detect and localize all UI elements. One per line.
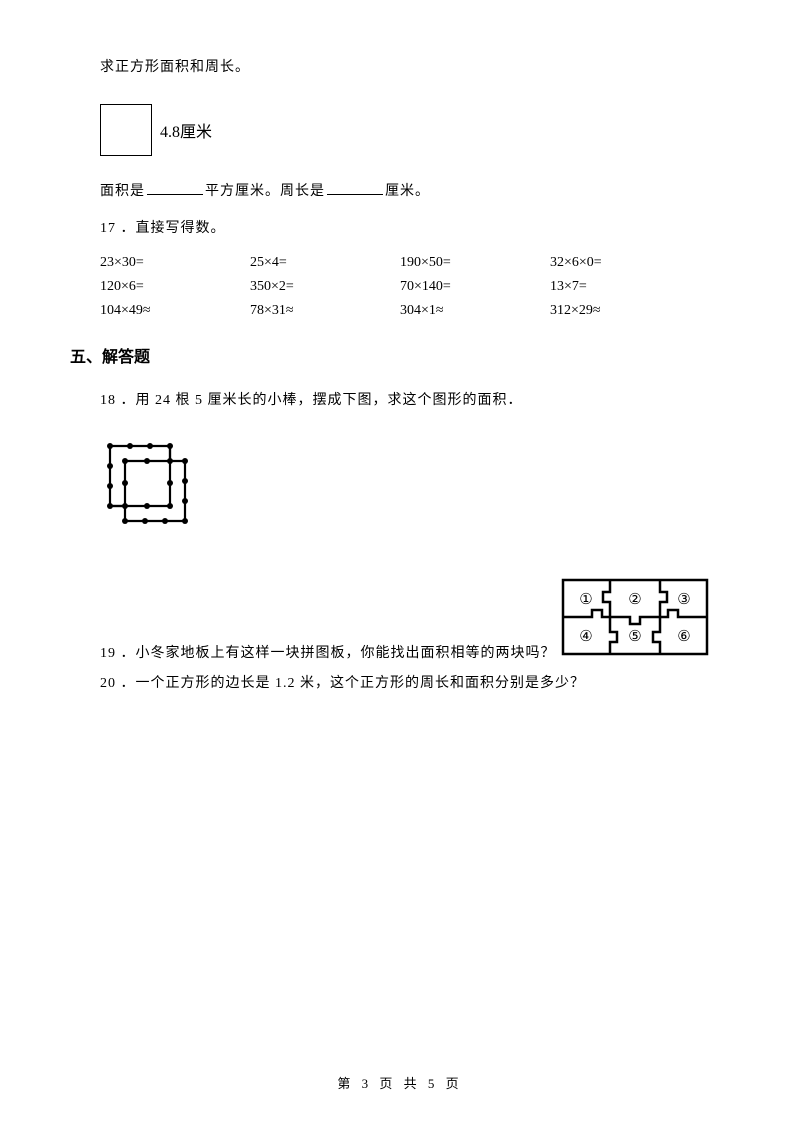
calc-cell: 312×29≈ (550, 303, 700, 319)
calc-cell: 104×49≈ (100, 303, 250, 319)
calc-cell: 190×50= (400, 255, 550, 271)
perim-suffix: 厘米。 (385, 184, 430, 199)
puzzle-label-5: ⑤ (628, 629, 641, 645)
q16-prompt: 求正方形面积和周长。 (100, 50, 730, 86)
puzzle-label-3: ③ (677, 592, 690, 608)
calc-cell: 23×30= (100, 255, 250, 271)
q19-num: 19 (100, 646, 116, 661)
square-shape (100, 104, 152, 156)
blank-area[interactable] (147, 180, 203, 195)
calc-row-1: 23×30= 25×4= 190×50= 32×6×0= (100, 255, 730, 271)
q18-text: ．用 24 根 5 厘米长的小棒，摆成下图，求这个图形的面积． (121, 393, 523, 408)
calc-cell: 304×1≈ (400, 303, 550, 319)
q19-row: 19 ．小冬家地板上有这样一块拼图板，你能找出面积相等的两块吗？ ① (100, 577, 730, 662)
square-side-label: 4.8厘米 (160, 118, 212, 142)
q20-heading: 20 ．一个正方形的边长是 1.2 米，这个正方形的周长和面积分别是多少？ (100, 666, 730, 702)
q16-figure: 4.8厘米 (100, 104, 730, 156)
calc-row-2: 120×6= 350×2= 70×140= 13×7= (100, 279, 730, 295)
area-suffix: 平方厘米。周长是 (205, 184, 325, 199)
puzzle-label-6: ⑥ (677, 629, 690, 645)
puzzle-label-4: ④ (579, 629, 592, 645)
calc-cell: 25×4= (250, 255, 400, 271)
calc-cell: 13×7= (550, 279, 700, 295)
q19-figure: ① ② ③ ④ ⑤ ⑥ (560, 577, 710, 662)
q17-title: ．直接写得数。 (121, 221, 226, 236)
stick-figure-svg (100, 436, 220, 556)
calc-cell: 70×140= (400, 279, 550, 295)
calc-cell: 78×31≈ (250, 303, 400, 319)
q19-text: ．小冬家地板上有这样一块拼图板，你能找出面积相等的两块吗？ (121, 646, 556, 661)
q17-num: 17 (100, 221, 116, 236)
q16-fill: 面积是 平方厘米。周长是 厘米。 (100, 174, 730, 210)
q18-num: 18 (100, 393, 116, 408)
q18-heading: 18 ．用 24 根 5 厘米长的小棒，摆成下图，求这个图形的面积． (100, 383, 730, 419)
area-prefix: 面积是 (100, 184, 145, 199)
section-5-title: 五、解答题 (70, 343, 730, 367)
calc-cell: 32×6×0= (550, 255, 700, 271)
calc-cell: 350×2= (250, 279, 400, 295)
puzzle-svg: ① ② ③ ④ ⑤ ⑥ (560, 577, 710, 657)
q17-heading: 17 ．直接写得数。 (100, 211, 730, 247)
puzzle-label-1: ① (579, 592, 592, 608)
page-footer: 第 3 页 共 5 页 (0, 1073, 800, 1092)
q20-num: 20 (100, 676, 116, 691)
q20-text: ．一个正方形的边长是 1.2 米，这个正方形的周长和面积分别是多少？ (121, 676, 586, 691)
calc-row-3: 104×49≈ 78×31≈ 304×1≈ 312×29≈ (100, 303, 730, 319)
page-content: 求正方形面积和周长。 4.8厘米 面积是 平方厘米。周长是 厘米。 17 ．直接写得… (0, 0, 800, 702)
calc-cell: 120×6= (100, 279, 250, 295)
q18-figure (100, 436, 730, 561)
blank-perim[interactable] (327, 180, 383, 195)
puzzle-label-2: ② (628, 592, 641, 608)
q19-heading: 19 ．小冬家地板上有这样一块拼图板，你能找出面积相等的两块吗？ (100, 642, 556, 662)
